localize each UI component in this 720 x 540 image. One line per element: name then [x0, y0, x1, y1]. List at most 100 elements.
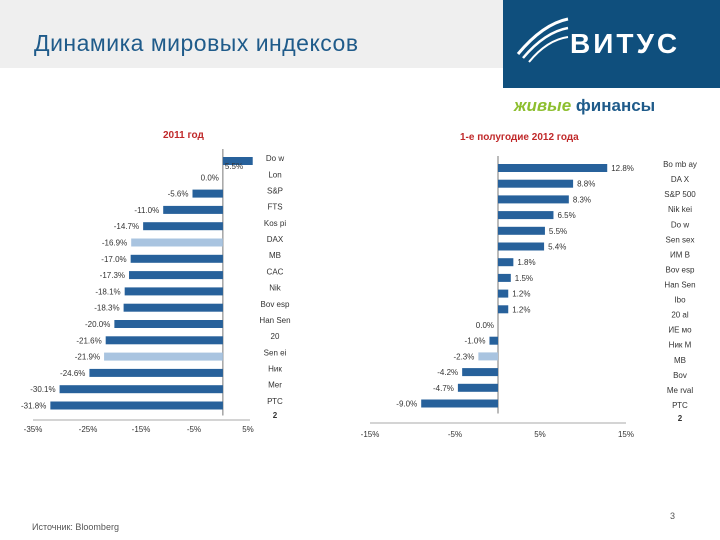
- chart2-bar: [457, 383, 498, 392]
- chart1-x-tick-label: -25%: [79, 425, 98, 434]
- chart2-category-label: Ibo: [674, 296, 686, 305]
- chart2-value-label: -4.7%: [433, 384, 454, 393]
- chart2-category-label: Bov esp: [666, 265, 695, 274]
- chart1-value-label: -18.1%: [95, 287, 120, 296]
- chart1-category-label: РТС: [267, 397, 283, 406]
- chart2-category-label: Nik kei: [668, 205, 692, 214]
- source-note: Источник: Bloomberg: [32, 522, 119, 532]
- chart1-bar: [124, 287, 223, 296]
- brand-logo: живые финансы: [514, 96, 655, 116]
- chart2-x-tick-label: -5%: [448, 430, 462, 439]
- chart2-category-label: ИМ В: [670, 250, 690, 259]
- chart1-bar: [143, 222, 223, 231]
- chart1-x-tick-label: -35%: [24, 425, 43, 434]
- chart2-category-label: MB: [674, 356, 686, 365]
- chart2-value-label: 5.4%: [548, 243, 566, 252]
- chart1-value-label: -17.3%: [100, 271, 125, 280]
- chart2-value-label: 1.5%: [515, 274, 533, 283]
- chart1-value-label: -17.0%: [101, 255, 126, 264]
- chart2-x-tick-label: -15%: [361, 430, 380, 439]
- chart1-bar: [104, 352, 223, 361]
- chart2-category-label: DA X: [671, 175, 690, 184]
- chart2-bar: [498, 226, 545, 235]
- chart2-value-label: -4.2%: [437, 368, 458, 377]
- chart2-bar: [498, 289, 509, 298]
- chart1-category-label: Lon: [268, 170, 281, 179]
- chart1-bar: [59, 385, 223, 394]
- chart2-value-label: -9.0%: [396, 400, 417, 409]
- chart1-category-label: Ник: [268, 364, 282, 373]
- chart1-bar: [50, 401, 223, 410]
- chart2-bar: [498, 164, 608, 172]
- chart1-bar: [123, 303, 223, 312]
- chart2-category-label: 20 al: [671, 311, 689, 320]
- chart1-value-label: -18.3%: [94, 304, 119, 313]
- chart1-value-label: -21.9%: [75, 353, 100, 362]
- chart2-bar: [489, 336, 498, 345]
- chart1-trailing-label: 2: [273, 411, 278, 420]
- logo-mark-icon: [516, 17, 569, 63]
- chart1-category-label: Han Sen: [259, 316, 290, 325]
- chart1-category-label: Mer: [268, 381, 282, 390]
- chart2-bar: [498, 211, 554, 220]
- chart1-bar: [222, 157, 253, 165]
- chart1-x-tick-label: -15%: [132, 425, 151, 434]
- chart2-bar: [462, 368, 498, 377]
- chart1-category-label: 20: [271, 332, 280, 341]
- chart1-value-label: -24.6%: [60, 369, 85, 378]
- chart1-value-label: -5.6%: [168, 190, 189, 199]
- chart1-category-label: Do w: [266, 154, 284, 163]
- chart2-category-label: Bo mb ay: [663, 160, 697, 169]
- chart2-category-label: Bov: [673, 371, 687, 380]
- chart1-bar: [130, 254, 223, 263]
- chart2-category-label: Sen sex: [666, 235, 695, 244]
- page-number: 3: [670, 511, 676, 521]
- vitus-logo: [503, 0, 720, 88]
- chart1-category-label: Sen ei: [264, 348, 287, 357]
- chart1-bar: [105, 336, 223, 345]
- chart2-category-label: Do w: [671, 220, 689, 229]
- chart1-category-label: Bov esp: [261, 300, 290, 309]
- chart1-bar: [192, 189, 223, 198]
- chart2-category-label: Han Sen: [664, 281, 695, 290]
- chart2-trailing-label: 2: [678, 414, 683, 423]
- chart2-value-label: 8.8%: [577, 180, 595, 189]
- chart2-category-label: S&P 500: [664, 190, 696, 199]
- chart2-bar: [498, 179, 574, 188]
- chart1-category-label: CAC: [267, 267, 284, 276]
- chart1-category-label: DAX: [267, 235, 284, 244]
- chart1-category-label: FTS: [267, 203, 282, 212]
- chart1-category-label: Nik: [269, 284, 282, 293]
- chart2-bar: [498, 195, 569, 204]
- chart2-category-label: ИЕ мо: [668, 326, 692, 335]
- chart2-x-tick-label: 15%: [618, 430, 634, 439]
- chart1-value-label: -31.8%: [21, 402, 46, 411]
- chart1-bar: [163, 205, 223, 214]
- chart1-bar: [114, 320, 223, 328]
- chart2-value-label: 5.5%: [549, 227, 567, 236]
- chart1-category-label: S&P: [267, 187, 283, 196]
- chart2-bar: [498, 273, 511, 282]
- chart2-category-label: РТС: [672, 401, 688, 410]
- chart1-value-label: 0.0%: [201, 173, 219, 182]
- chart1-bar: [131, 238, 223, 247]
- chart2-bar: [498, 305, 509, 314]
- chart2-bar: [478, 352, 498, 361]
- chart2-value-label: 0.0%: [476, 321, 494, 330]
- chart2-category-label: Me rval: [667, 386, 693, 395]
- chart2-bar: [421, 399, 498, 408]
- chart1-x-tick-label: 5%: [242, 425, 254, 434]
- chart1-bar: [89, 368, 223, 377]
- chart2-bar: [498, 258, 514, 267]
- chart1-value-label: -16.9%: [102, 239, 127, 248]
- chart1-title: 2011 год: [163, 130, 204, 141]
- chart1-category-label: MB: [269, 251, 281, 260]
- chart1-value-label: -30.1%: [30, 385, 55, 394]
- chart2-category-label: Ник М: [669, 341, 692, 350]
- chart2-bar: [498, 242, 545, 251]
- chart2-value-label: 1.2%: [512, 305, 530, 314]
- logo-text: ВИТУС: [570, 28, 681, 59]
- brand-part1: живые: [514, 96, 572, 115]
- chart1-value-label: -21.6%: [76, 336, 101, 345]
